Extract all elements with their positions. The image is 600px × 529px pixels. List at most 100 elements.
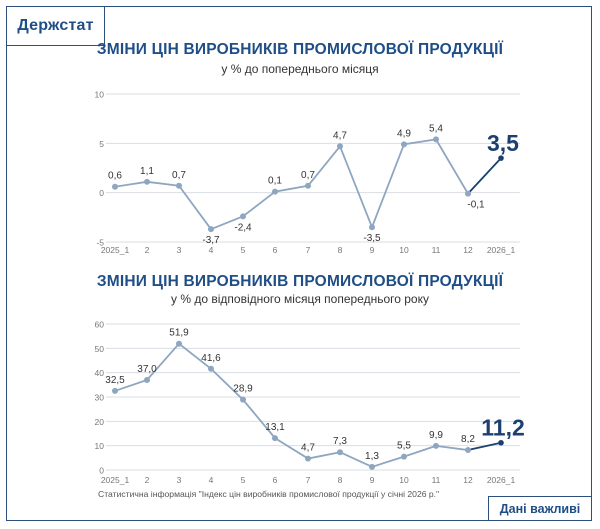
- chart2-subtitle: у % до відповідного місяця попереднього …: [171, 292, 429, 306]
- chart1-data-label: -0,1: [467, 200, 485, 211]
- chart2-data-label: 4,7: [301, 443, 315, 454]
- chart1-data-label: 5,4: [429, 123, 443, 134]
- chart1-x-tick-label: 2025_1: [101, 245, 130, 255]
- chart1-data-point: [401, 141, 407, 148]
- chart1-y-tick-label: 0: [99, 188, 104, 198]
- chart2-x-tick-label: 7: [306, 475, 311, 485]
- chart1-y-tick-label: 5: [99, 139, 104, 149]
- chart2-data-label: 41,6: [201, 353, 221, 364]
- chart1-x-tick-label: 7: [306, 245, 311, 255]
- chart1-x-tick-label: 9: [370, 245, 375, 255]
- chart2-data-point: [369, 463, 375, 470]
- chart2-data-label: 51,9: [169, 328, 189, 339]
- chart2-y-tick-label: 20: [95, 417, 105, 427]
- chart1-data-label: -2,4: [234, 222, 252, 233]
- chart2-data-point: [208, 365, 214, 372]
- chart2-data-label: 37,0: [137, 364, 157, 375]
- chart2-data-label: 9,9: [429, 430, 443, 441]
- chart2-x-tick-label: 8: [338, 475, 343, 485]
- chart2-data-label: 13,1: [265, 422, 285, 433]
- chart1-data-label: 4,9: [397, 128, 411, 139]
- chart2-data-point: [144, 376, 150, 383]
- chart1-subtitle: у % до попереднього місяця: [221, 62, 379, 76]
- chart2-y-tick-label: 40: [95, 368, 105, 378]
- chart2-title: ЗМІНИ ЦІН ВИРОБНИКІВ ПРОМИСЛОВОЇ ПРОДУКЦ…: [96, 273, 504, 290]
- chart1-x-tick-label: 5: [241, 245, 246, 255]
- chart2-data-point: [112, 387, 118, 394]
- logo: Держстат: [6, 6, 105, 46]
- chart1-x-tick-label: 6: [273, 245, 278, 255]
- chart1-x-tick-label: 12: [463, 245, 473, 255]
- chart1-x-tick-label: 2026_1: [487, 245, 516, 255]
- chart2-x-tick-label: 6: [273, 475, 278, 485]
- chart1-data-point: [465, 190, 471, 197]
- chart2-x-tick-label: 2026_1: [487, 475, 516, 485]
- chart1-data-label: 1,1: [140, 166, 154, 177]
- chart1-data-label: -3,7: [202, 235, 220, 246]
- chart2-data-label: 7,3: [333, 436, 347, 447]
- chart2-data-point: [401, 453, 407, 460]
- chart1-latest-value-label: 3,5: [487, 130, 519, 156]
- chart2-data-point: [337, 449, 343, 456]
- chart2-data-label: 28,9: [233, 384, 253, 395]
- chart1-data-point: [305, 182, 311, 189]
- chart1-data-point: [337, 143, 343, 150]
- chart1-x-tick-label: 2: [145, 245, 150, 255]
- page-frame: [6, 6, 592, 521]
- chart1-series-line: [114, 138, 469, 231]
- chart2-series-line: [114, 342, 469, 468]
- chart2-data-label: 32,5: [105, 375, 125, 386]
- chart1-title: ЗМІНИ ЦІН ВИРОБНИКІВ ПРОМИСЛОВОЇ ПРОДУКЦ…: [96, 41, 504, 58]
- chart2-x-tick-label: 2025_1: [101, 475, 130, 485]
- chart1-x-tick-label: 8: [338, 245, 343, 255]
- chart2-x-tick-label: 10: [399, 475, 409, 485]
- chart1-data-label: 0,7: [172, 170, 186, 181]
- chart2-data-point: [272, 435, 278, 442]
- chart2-x-tick-label: 12: [463, 475, 473, 485]
- chart1-data-label: 0,7: [301, 170, 315, 181]
- chart1-data-point: [433, 136, 439, 143]
- chart2-latest-value-label: 11,2: [481, 415, 525, 441]
- chart2-x-tick-label: 11: [432, 475, 441, 485]
- chart2-data-point: [305, 455, 311, 462]
- chart1-y-tick-label: -5: [96, 238, 104, 248]
- chart2-x-tick-label: 2: [145, 475, 150, 485]
- chart2-y-tick-label: 0: [99, 466, 104, 476]
- chart1-data-point: [144, 178, 150, 185]
- chart1-data-point: [240, 213, 246, 220]
- chart2-y-tick-label: 30: [95, 393, 105, 403]
- chart1-x-tick-label: 11: [432, 245, 441, 255]
- chart2-x-tick-label: 4: [209, 475, 214, 485]
- chart2-data-label: 1,3: [365, 451, 379, 462]
- chart1-data-point: [498, 155, 504, 161]
- chart1-x-tick-label: 4: [209, 245, 214, 255]
- chart1-y-tick-label: 10: [95, 90, 105, 100]
- chart1-data-point: [208, 226, 214, 233]
- chart1-data-label: 0,6: [108, 171, 122, 182]
- chart2-data-point: [240, 396, 246, 403]
- chart2-data-label: 5,5: [397, 441, 411, 452]
- chart1-data-point: [176, 182, 182, 189]
- chart2-x-tick-label: 9: [370, 475, 375, 485]
- chart2-data-label: 8,2: [461, 434, 475, 445]
- chart2-highlight-segment: [467, 441, 502, 451]
- chart1-data-label: 4,7: [333, 130, 347, 141]
- chart2-y-tick-label: 50: [95, 344, 105, 354]
- chart1-x-tick-label: 10: [399, 245, 409, 255]
- chart2-y-tick-label: 60: [95, 320, 105, 330]
- chart2-x-tick-label: 3: [177, 475, 182, 485]
- chart2-data-point: [176, 340, 182, 347]
- chart1-data-point: [272, 188, 278, 195]
- chart2-x-tick-label: 5: [241, 475, 246, 485]
- chart2-data-point: [465, 447, 471, 454]
- chart1-highlight-segment: [467, 157, 502, 195]
- chart1-data-label: 0,1: [268, 176, 282, 187]
- chart1-data-point: [112, 183, 118, 190]
- source-note: Статистична інформація "Індекс цін вироб…: [98, 489, 440, 499]
- chart2-y-tick-label: 10: [95, 441, 105, 451]
- chart1-x-tick-label: 3: [177, 245, 182, 255]
- chart1-data-point: [369, 224, 375, 231]
- chart2-data-point: [433, 442, 439, 449]
- chart1-data-label: -3,5: [363, 233, 381, 244]
